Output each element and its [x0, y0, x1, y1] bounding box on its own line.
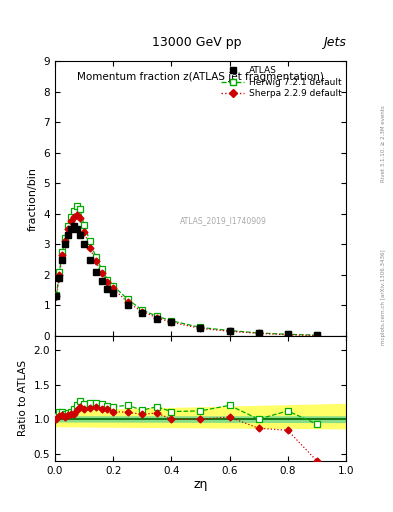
Text: Jets: Jets	[323, 36, 346, 49]
Text: mcplots.cern.ch [arXiv:1306.3436]: mcplots.cern.ch [arXiv:1306.3436]	[381, 249, 386, 345]
Text: Momentum fraction z(ATLAS jet fragmentation): Momentum fraction z(ATLAS jet fragmentat…	[77, 72, 324, 82]
Y-axis label: Ratio to ATLAS: Ratio to ATLAS	[18, 360, 28, 436]
X-axis label: zη: zη	[193, 478, 208, 492]
Text: 13000 GeV pp: 13000 GeV pp	[152, 36, 241, 49]
Y-axis label: fraction/bin: fraction/bin	[28, 167, 38, 231]
Text: ATLAS_2019_I1740909: ATLAS_2019_I1740909	[180, 216, 267, 225]
Legend: ATLAS, Herwig 7.2.1 default, Sherpa 2.2.9 default: ATLAS, Herwig 7.2.1 default, Sherpa 2.2.…	[222, 66, 342, 98]
Text: Rivet 3.1.10, ≥ 2.3M events: Rivet 3.1.10, ≥ 2.3M events	[381, 105, 386, 182]
